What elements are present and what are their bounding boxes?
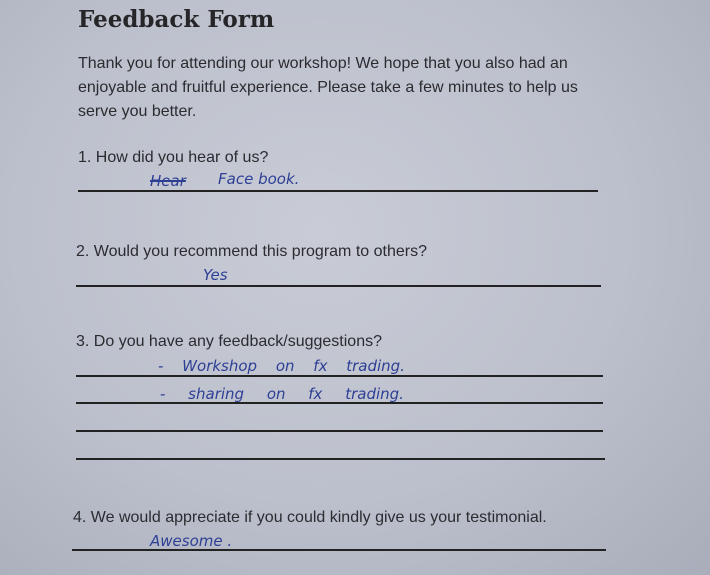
question-3: 3. Do you have any feedback/suggestions? (76, 333, 382, 350)
answer-3a: - Workshop on fx trading. (158, 357, 405, 375)
question-2: 2. Would you recommend this program to o… (76, 243, 427, 260)
intro-text: Thank you for attending our workshop! We… (78, 55, 578, 120)
question-1: 1. How did you hear of us? (78, 149, 269, 166)
answer-line-3c (76, 430, 603, 432)
answer-line-3d (76, 458, 605, 460)
answer-line-3b (76, 402, 603, 404)
form-title: Feedback Form (78, 6, 275, 33)
answer-1: Face book. (218, 170, 300, 188)
answer-4: Awesome . (150, 532, 233, 550)
answer-line-2 (76, 285, 601, 287)
answer-3b: - sharing on fx trading. (160, 385, 404, 403)
answer-2: Yes (203, 266, 228, 284)
answer-line-4 (72, 549, 606, 551)
answer-line-3a (76, 375, 603, 377)
crossed-out-answer: Hear (150, 172, 186, 190)
answer-line-1 (78, 190, 598, 192)
question-4: 4. We would appreciate if you could kind… (73, 509, 547, 526)
